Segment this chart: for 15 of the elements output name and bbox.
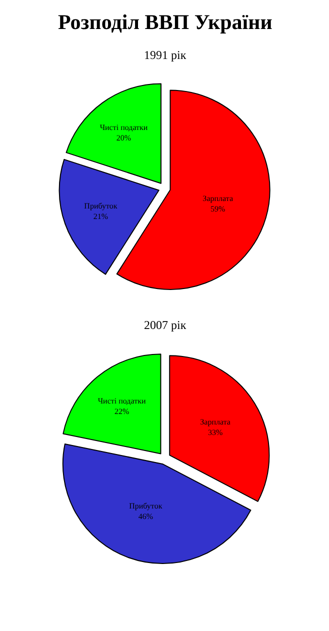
slice-label: Прибуток — [129, 501, 162, 510]
slice-label: Прибуток — [84, 201, 118, 210]
slice-label: Чисті податки — [98, 396, 146, 406]
data-label: 59% — [210, 204, 226, 214]
slice-label: Чисті податки — [100, 122, 148, 132]
data-label: 20% — [116, 133, 132, 142]
chart-title: Розподіл ВВП України — [58, 10, 272, 34]
data-label: 46% — [138, 512, 154, 521]
data-label: 21% — [93, 212, 108, 221]
slice-label: Зарплата — [200, 418, 231, 427]
slice-label: Зарплата — [202, 194, 234, 204]
chart-subtitle: 1991 рік — [144, 48, 186, 62]
data-label: 33% — [208, 428, 223, 438]
data-label: 22% — [114, 407, 130, 416]
chart-title: 2007 рік — [144, 318, 186, 332]
